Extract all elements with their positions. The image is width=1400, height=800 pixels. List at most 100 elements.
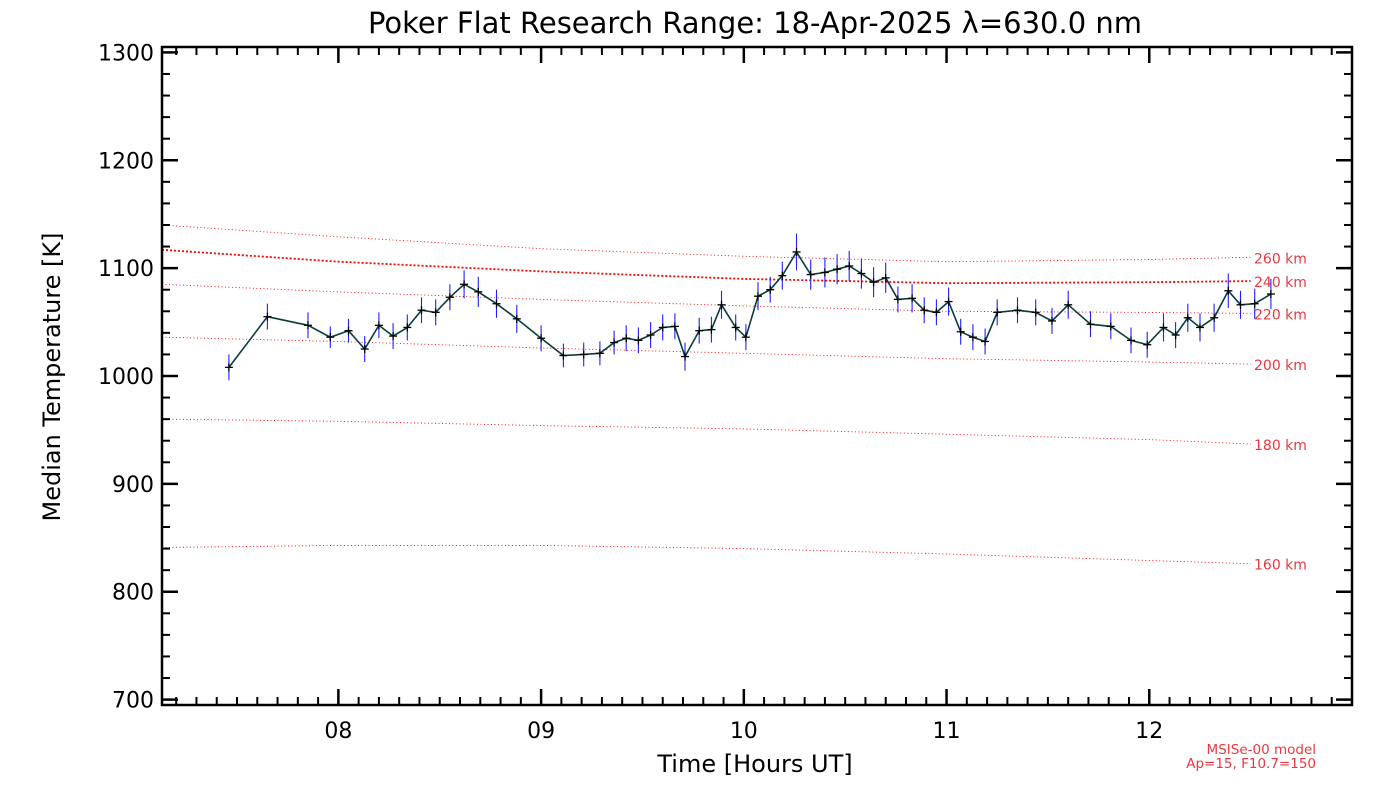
- data-point: [944, 297, 953, 306]
- model-lines: 160 km 180 km 200 km 220 km 240 km 260 km: [161, 224, 1307, 574]
- data-point: [681, 352, 690, 361]
- y-tick-label: 1100: [98, 257, 154, 282]
- data-point: [670, 322, 679, 331]
- model-line-260-km: [161, 224, 1251, 263]
- data-point: [445, 293, 454, 302]
- data-point: [1013, 306, 1022, 315]
- model-line-label: 240 km: [1254, 275, 1307, 291]
- series-line: [228, 250, 1272, 368]
- data-point: [932, 308, 941, 317]
- data-point: [344, 326, 353, 335]
- data-point: [1086, 320, 1095, 329]
- data-point: [731, 323, 740, 332]
- plot-axes: 700 800 900 1000 1100 1200 1300 08 09 10 11 12: [98, 41, 1354, 744]
- data-point: [303, 321, 312, 330]
- model-line-160-km: [161, 544, 1251, 565]
- data-point: [1183, 313, 1192, 322]
- chart-title: Poker Flat Research Range: 18-Apr-2025 λ…: [368, 6, 1142, 40]
- data-point: [695, 326, 704, 335]
- data-point: [820, 268, 829, 277]
- data-point: [1250, 299, 1259, 308]
- data-point: [1064, 300, 1073, 309]
- data-point: [1266, 290, 1275, 299]
- data-point: [417, 306, 426, 315]
- data-point: [610, 338, 619, 347]
- data-point: [492, 299, 501, 308]
- data-point: [537, 334, 546, 343]
- data-point: [360, 345, 369, 354]
- data-point: [1159, 323, 1168, 332]
- data-point: [622, 334, 631, 343]
- y-tick-label: 700: [112, 689, 154, 714]
- data-point: [920, 306, 929, 315]
- data-point: [956, 327, 965, 336]
- model-line-240-km: [161, 248, 1251, 285]
- data-point: [857, 269, 866, 278]
- data-point: [512, 314, 521, 323]
- data-point: [741, 333, 750, 342]
- data-point: [908, 294, 917, 303]
- data-point: [389, 332, 398, 341]
- data-point: [754, 292, 763, 301]
- data-point: [326, 333, 335, 342]
- x-axis-label: Time [Hours UT]: [656, 750, 852, 778]
- x-tick-label: 11: [933, 719, 961, 744]
- model-annotation: MSISe-00 model: [1207, 742, 1316, 758]
- data-point: [658, 323, 667, 332]
- data-point: [1224, 286, 1233, 295]
- data-point: [1127, 336, 1136, 345]
- data-point: [1106, 322, 1115, 331]
- model-line-label: 260 km: [1254, 251, 1307, 267]
- model-line-label: 160 km: [1254, 558, 1307, 574]
- data-point: [707, 325, 716, 334]
- data-point: [646, 331, 655, 340]
- data-point: [595, 349, 604, 358]
- plot-frame: [160, 45, 1354, 707]
- model-line-label: 180 km: [1254, 438, 1307, 454]
- model-line-180-km: [161, 418, 1251, 445]
- data-point: [403, 323, 412, 332]
- data-point: [1143, 340, 1152, 349]
- data-point: [778, 271, 787, 280]
- data-point: [1210, 313, 1219, 322]
- data-point: [993, 308, 1002, 317]
- data-point: [634, 336, 643, 345]
- data-point: [263, 312, 272, 321]
- x-tick-label: 08: [324, 719, 352, 744]
- data-point: [1195, 323, 1204, 332]
- x-tick-label: 12: [1135, 719, 1163, 744]
- data-series: [224, 233, 1275, 381]
- data-point: [474, 287, 483, 296]
- y-tick-label: 1000: [98, 365, 154, 390]
- data-point: [224, 363, 233, 372]
- data-point: [806, 270, 815, 279]
- y-tick-label: 1300: [98, 41, 154, 66]
- x-tick-label: 09: [527, 719, 555, 744]
- data-point: [1047, 316, 1056, 325]
- data-point: [845, 261, 854, 270]
- model-line-label: 220 km: [1254, 307, 1307, 323]
- model-line-label: 200 km: [1254, 358, 1307, 374]
- data-point: [1171, 331, 1180, 340]
- data-point: [1236, 300, 1245, 309]
- data-point: [431, 308, 440, 317]
- data-point: [559, 351, 568, 360]
- data-point: [717, 300, 726, 309]
- y-axis-label: Median Temperature [K]: [38, 232, 66, 521]
- data-point: [792, 247, 801, 256]
- data-point: [869, 278, 878, 287]
- x-tick-label: 10: [730, 719, 758, 744]
- data-point: [766, 285, 775, 294]
- y-tick-label: 800: [112, 581, 154, 606]
- model-params-annotation: Ap=15, F10.7=150: [1186, 756, 1316, 772]
- data-point: [881, 273, 890, 282]
- data-point: [374, 321, 383, 330]
- data-point: [460, 280, 469, 289]
- y-tick-label: 900: [112, 473, 154, 498]
- data-point: [1031, 308, 1040, 317]
- data-point: [968, 333, 977, 342]
- data-point: [981, 337, 990, 346]
- data-point: [833, 265, 842, 274]
- data-point: [893, 295, 902, 304]
